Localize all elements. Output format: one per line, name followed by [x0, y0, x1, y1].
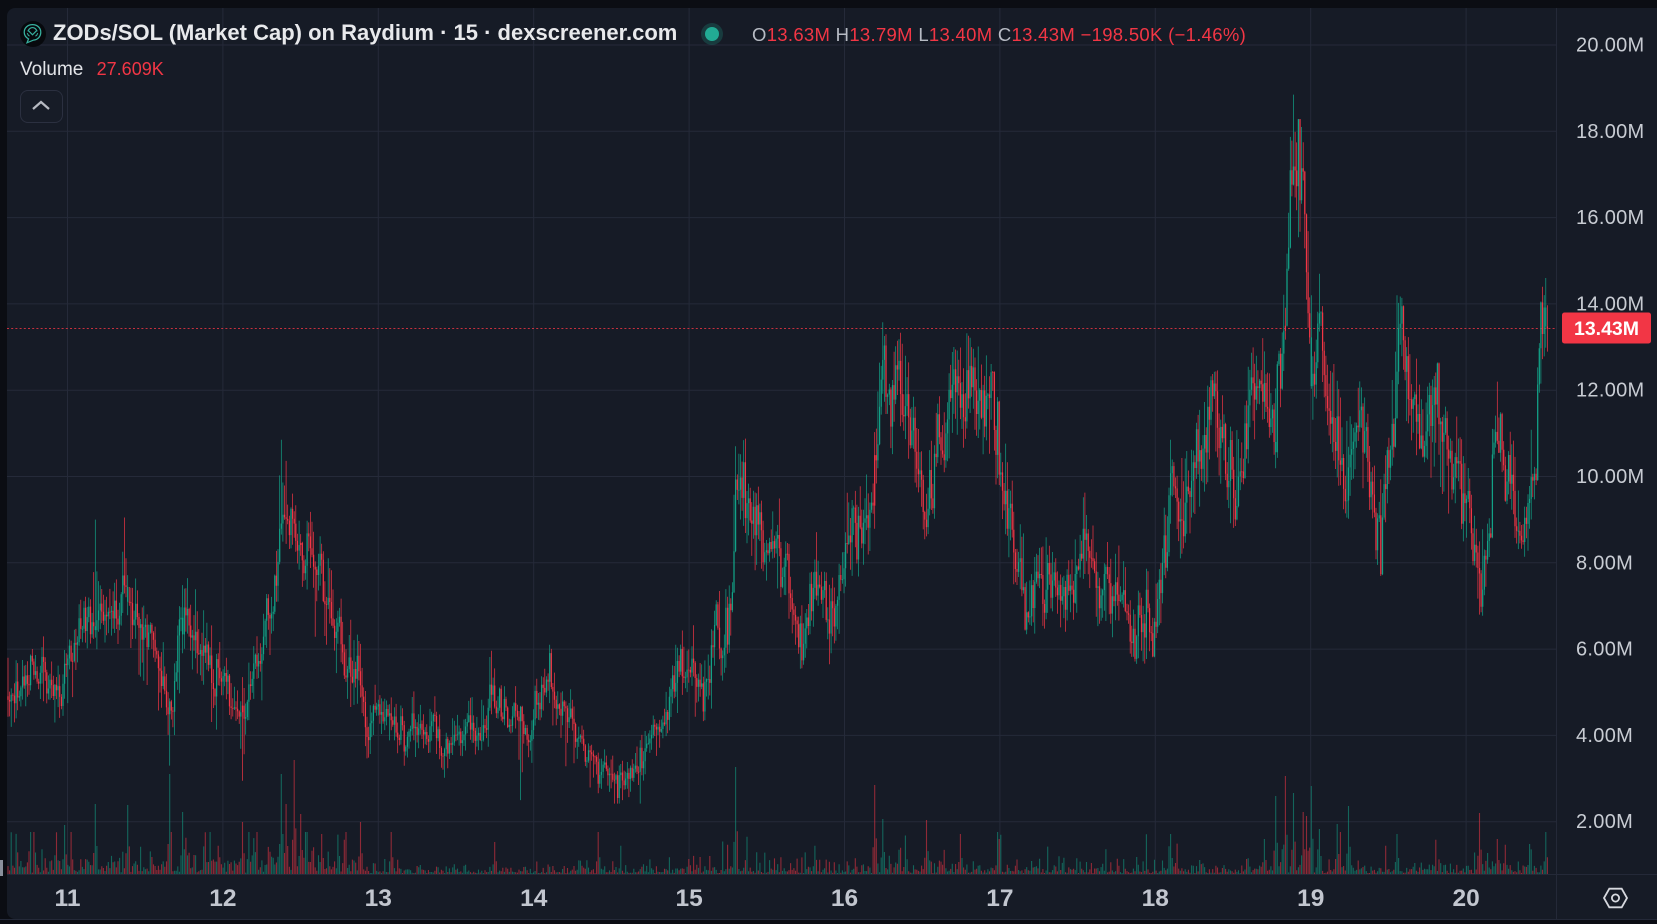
svg-text:18: 18 [1142, 885, 1169, 912]
svg-text:10.00M: 10.00M [1576, 466, 1645, 488]
svg-text:4.00M: 4.00M [1576, 725, 1633, 747]
svg-text:13.43M: 13.43M [1574, 318, 1639, 340]
svg-text:20: 20 [1452, 885, 1479, 912]
svg-text:19: 19 [1297, 885, 1324, 912]
svg-text:16.00M: 16.00M [1576, 207, 1645, 229]
svg-text:14.00M: 14.00M [1576, 293, 1645, 315]
svg-text:11: 11 [55, 885, 81, 912]
svg-text:8.00M: 8.00M [1576, 552, 1633, 574]
svg-text:20.00M: 20.00M [1576, 35, 1645, 57]
svg-text:14: 14 [520, 885, 548, 912]
svg-text:13: 13 [365, 885, 392, 912]
svg-text:2.00M: 2.00M [1576, 811, 1633, 833]
svg-text:16: 16 [831, 885, 858, 912]
svg-text:15: 15 [675, 885, 702, 912]
svg-text:18.00M: 18.00M [1576, 121, 1645, 143]
svg-text:17: 17 [986, 885, 1013, 912]
svg-text:12: 12 [209, 885, 236, 912]
svg-text:12.00M: 12.00M [1576, 380, 1645, 402]
svg-text:6.00M: 6.00M [1576, 639, 1633, 661]
